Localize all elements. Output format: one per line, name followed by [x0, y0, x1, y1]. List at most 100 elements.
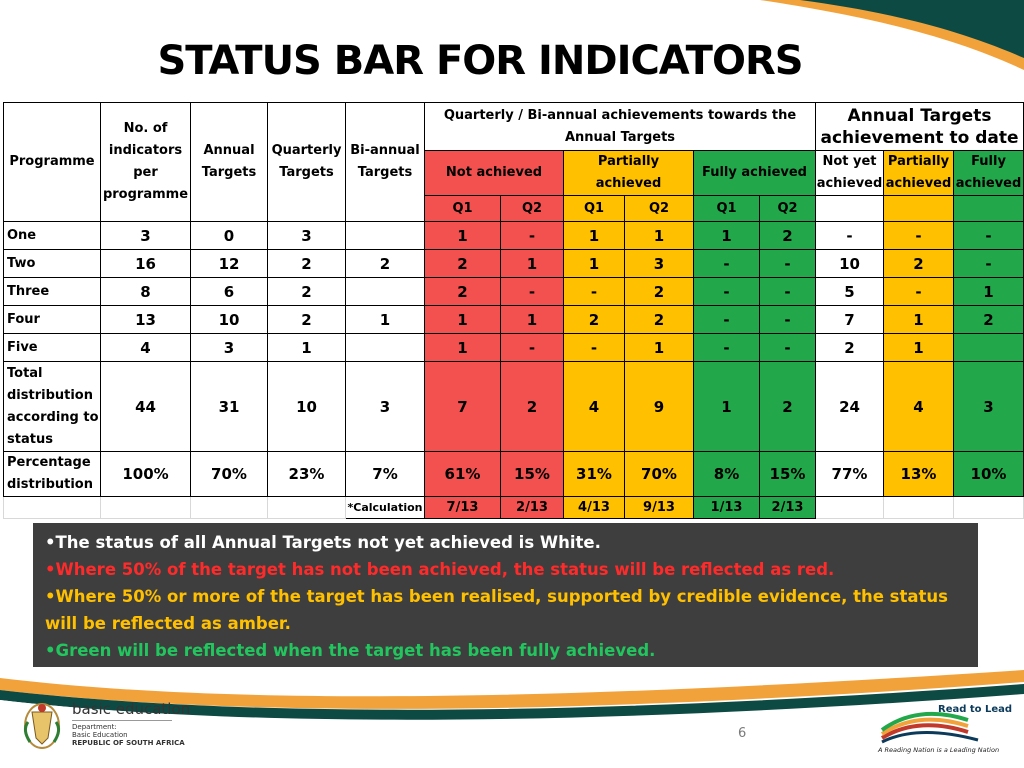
table-cell: 1 — [953, 277, 1024, 306]
table-cell: - — [883, 221, 954, 250]
table-cell: 1 — [693, 221, 760, 250]
note-amber: •Where 50% or more of the target has bee… — [45, 587, 948, 633]
table-cell: 15% — [759, 451, 816, 497]
note-red-text: Where 50% of the target has not been ach… — [55, 560, 835, 579]
table-cell: 2 — [563, 305, 625, 334]
table-cell: - — [693, 333, 760, 362]
table-cell: 70% — [190, 451, 268, 497]
calculation-cell: 1/13 — [693, 496, 760, 519]
table-cell: - — [953, 221, 1024, 250]
table-cell: 4 — [563, 361, 625, 452]
header-annual-targets: Annual Targets — [190, 102, 268, 222]
header-not-yet-achieved: Not yet achieved — [815, 150, 884, 196]
programme-name: Percentage distribution — [3, 451, 101, 497]
table-cell: 2 — [267, 305, 346, 334]
table-cell: 1 — [563, 249, 625, 278]
table-row: One 3 0 3 1 - 1 1 1 2 - - - — [3, 221, 1024, 250]
header-q1: Q1 — [693, 195, 760, 222]
table-cell: 2 — [267, 249, 346, 278]
header-blank — [815, 195, 884, 222]
table-cell: - — [815, 221, 884, 250]
table-cell: 1 — [424, 333, 501, 362]
table-cell: 7 — [424, 361, 501, 452]
table-cell: 8 — [100, 277, 191, 306]
table-cell: 61% — [424, 451, 501, 497]
book-swoosh-icon — [880, 711, 979, 744]
programme-name: Total distribution according to status — [3, 361, 101, 452]
slide-title: STATUS BAR FOR INDICATORS — [157, 38, 803, 84]
table-cell: 0 — [190, 221, 268, 250]
table-cell: - — [693, 305, 760, 334]
status-notes-box: •The status of all Annual Targets not ye… — [33, 523, 978, 667]
header-swoosh-decoration — [760, 0, 1024, 70]
table-cell-empty — [100, 496, 191, 519]
calculation-cell: 2/13 — [759, 496, 816, 519]
table-row: Two 16 12 2 2 2 1 1 3 - - 10 2 - — [3, 249, 1024, 278]
table-cell-empty — [267, 496, 346, 519]
table-cell-empty — [3, 496, 101, 519]
table-cell: 2 — [267, 277, 346, 306]
header-biannual-targets: Bi-annual Targets — [345, 102, 425, 222]
read-to-lead-logo: Read to Lead A Reading Nation is a Leadi… — [878, 702, 1018, 762]
table-cell: 44 — [100, 361, 191, 452]
note-white-text: The status of all Annual Targets not yet… — [55, 533, 601, 552]
table-cell: - — [759, 305, 816, 334]
table-cell: 13 — [100, 305, 191, 334]
table-cell: 2 — [815, 333, 884, 362]
table-row-calculation: *Calculation 7/13 2/13 4/13 9/13 1/13 2/… — [3, 496, 1024, 519]
programme-name: Four — [3, 305, 101, 334]
table-cell: - — [953, 249, 1024, 278]
header-q1: Q1 — [563, 195, 625, 222]
table-cell: 10 — [815, 249, 884, 278]
table-cell: 77% — [815, 451, 884, 497]
table-cell: 31% — [563, 451, 625, 497]
header-fully-achieved: Fully achieved — [693, 150, 816, 196]
header-q2: Q2 — [500, 195, 564, 222]
table-cell: 1 — [500, 249, 564, 278]
table-cell: 16 — [100, 249, 191, 278]
header-programme: Programme — [3, 102, 101, 222]
basic-education-logo: basic education Department: Basic Educat… — [72, 700, 190, 747]
table-row-total: Total distribution according to status 4… — [3, 361, 1024, 452]
status-table: Programme No. of indicators per programm… — [3, 102, 1024, 519]
table-cell: 12 — [190, 249, 268, 278]
table-cell: 4 — [100, 333, 191, 362]
header-indicators: No. of indicators per programme — [100, 102, 191, 222]
table-cell: 10 — [190, 305, 268, 334]
table-cell: 2 — [883, 249, 954, 278]
header-q2: Q2 — [624, 195, 694, 222]
table-cell: - — [693, 277, 760, 306]
table-cell: 3 — [190, 333, 268, 362]
logo-department-name: Basic Education — [72, 731, 128, 739]
programme-name: Five — [3, 333, 101, 362]
table-cell: 2 — [500, 361, 564, 452]
table-row: Three 8 6 2 2 - - 2 - - 5 - 1 — [3, 277, 1024, 306]
table-cell — [345, 277, 425, 306]
table-cell: - — [500, 333, 564, 362]
table-cell: 1 — [267, 333, 346, 362]
table-cell: - — [500, 277, 564, 306]
table-cell: 15% — [500, 451, 564, 497]
table-cell-empty — [883, 496, 954, 519]
table-cell: - — [693, 249, 760, 278]
table-cell — [345, 221, 425, 250]
table-cell: 2 — [624, 277, 694, 306]
table-cell: 2 — [759, 221, 816, 250]
table-cell: 1 — [424, 221, 501, 250]
table-cell: 4 — [883, 361, 954, 452]
table-cell: 2 — [345, 249, 425, 278]
programme-name: Two — [3, 249, 101, 278]
table-cell: 7 — [815, 305, 884, 334]
logo-tagline: A Reading Nation is a Leading Nation — [878, 746, 1000, 754]
calculation-cell: 4/13 — [563, 496, 625, 519]
logo-divider — [72, 720, 172, 721]
table-cell — [345, 333, 425, 362]
programme-name: One — [3, 221, 101, 250]
table-cell: 9 — [624, 361, 694, 452]
header-blank — [883, 195, 954, 222]
header-annual-partially: Partially achieved — [883, 150, 954, 196]
logo-department: Department: — [72, 723, 117, 731]
table-cell: 7% — [345, 451, 425, 497]
calculation-cell: 2/13 — [500, 496, 564, 519]
table-cell: 1 — [883, 333, 954, 362]
